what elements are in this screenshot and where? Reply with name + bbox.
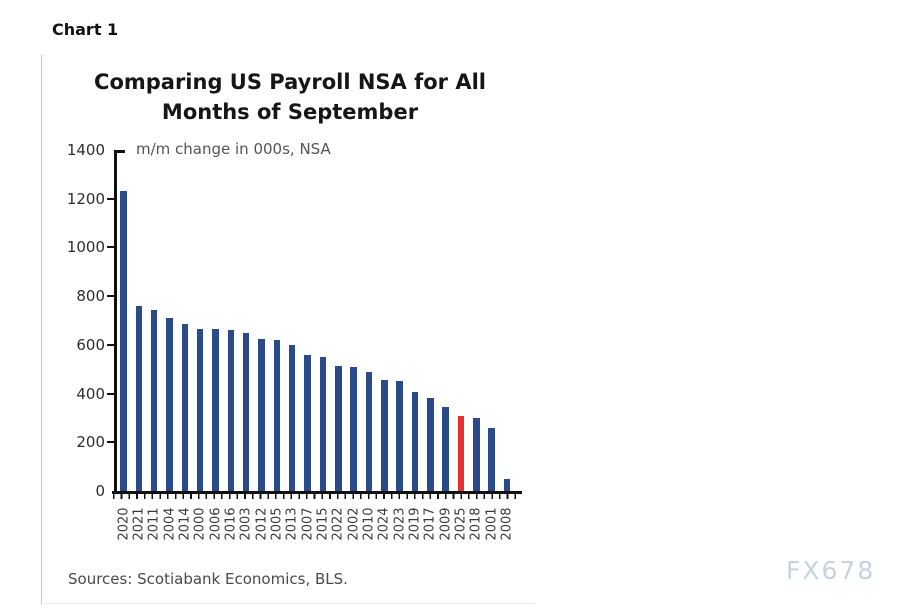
x-tick-label: 2016 (223, 507, 239, 541)
x-axis-minor-ticks (113, 494, 521, 499)
watermark-text: FX678 (786, 556, 876, 585)
y-tick-label: 1200 (66, 189, 105, 208)
bar-2019 (411, 392, 419, 491)
y-tick (107, 246, 115, 249)
bar-2004 (166, 318, 173, 491)
x-tick-label: 2017 (422, 507, 438, 541)
bar-2006 (212, 329, 219, 491)
x-tick-label: 2020 (116, 507, 131, 541)
bar-2010 (365, 371, 373, 491)
bar-2013 (288, 344, 296, 491)
bar-2009 (442, 406, 449, 491)
x-tick-label: 2015 (315, 507, 331, 541)
x-tick-label: 2014 (177, 507, 193, 541)
x-tick-label: 2024 (376, 507, 392, 541)
x-tick-label: 2019 (407, 507, 423, 541)
y-tick-label: 800 (76, 287, 105, 306)
y-tick (107, 295, 115, 298)
x-axis-line (112, 491, 522, 494)
x-tick-label: 2018 (468, 507, 484, 541)
y-tick (107, 441, 115, 444)
bar-2011 (150, 309, 158, 491)
y-tick (107, 343, 115, 346)
x-tick-label: 2021 (131, 507, 147, 541)
bar-2025 (457, 415, 465, 491)
x-tick-label: 2005 (269, 507, 285, 541)
x-tick-label: 2001 (484, 507, 500, 541)
x-tick-label: 2006 (208, 507, 224, 541)
x-tick-label: 2002 (346, 507, 362, 541)
bar-2015 (319, 357, 327, 491)
chart-frame-edge (41, 55, 42, 604)
x-tick-label: 2012 (254, 507, 270, 541)
x-tick-label: 2007 (300, 507, 316, 541)
y-tick-label: 600 (76, 335, 105, 354)
bar-series (116, 150, 520, 491)
x-tick-label: 2011 (146, 507, 162, 541)
bar-2008 (503, 478, 511, 491)
x-tick-label: 2013 (284, 507, 300, 541)
bar-2001 (488, 427, 495, 491)
bar-2024 (381, 380, 388, 491)
x-tick-label: 2004 (162, 507, 178, 541)
bar-2012 (258, 338, 265, 491)
bar-2005 (273, 340, 281, 491)
bar-2003 (242, 332, 250, 491)
bar-2020 (120, 191, 127, 491)
bar-2022 (335, 365, 342, 491)
y-tick-label: 0 (95, 482, 105, 500)
chart-title-line1: Comparing US Payroll NSA for All (94, 70, 486, 94)
y-tick-label: 200 (76, 433, 105, 452)
x-tick-label: 2022 (330, 507, 346, 541)
x-tick-label: 2023 (392, 507, 408, 541)
bar-2007 (304, 354, 311, 491)
x-tick-label: 2010 (361, 507, 377, 541)
x-tick-label: 2003 (238, 507, 254, 541)
y-axis-line (114, 150, 117, 494)
y-tick-label: 1000 (66, 238, 105, 257)
bar-2016 (227, 330, 235, 491)
chart-subtitle: m/m change in 000s, NSA (136, 140, 331, 158)
bar-2000 (196, 329, 204, 491)
chart-title: Comparing US Payroll NSA for All Months … (60, 68, 520, 128)
bar-2002 (350, 366, 357, 491)
y-tick-label: 400 (76, 384, 105, 403)
bar-2018 (473, 417, 480, 491)
y-tick (107, 197, 115, 200)
y-axis-top-tick (117, 150, 125, 153)
x-tick-label: 2025 (453, 507, 469, 541)
y-tick (107, 392, 115, 395)
bar-2021 (135, 305, 143, 491)
x-tick-label: 2009 (438, 507, 454, 541)
sources-note: Sources: Scotiabank Economics, BLS. (68, 570, 348, 588)
chart-number-label: Chart 1 (52, 20, 119, 39)
bar-2017 (427, 398, 434, 491)
bar-2023 (396, 381, 403, 491)
x-tick-label: 2008 (499, 507, 515, 541)
y-tick-label: 1400 (66, 141, 105, 159)
bar-2014 (181, 324, 189, 491)
x-tick-label: 2000 (192, 507, 208, 541)
chart-title-line2: Months of September (161, 99, 419, 124)
bottom-divider (45, 603, 535, 604)
